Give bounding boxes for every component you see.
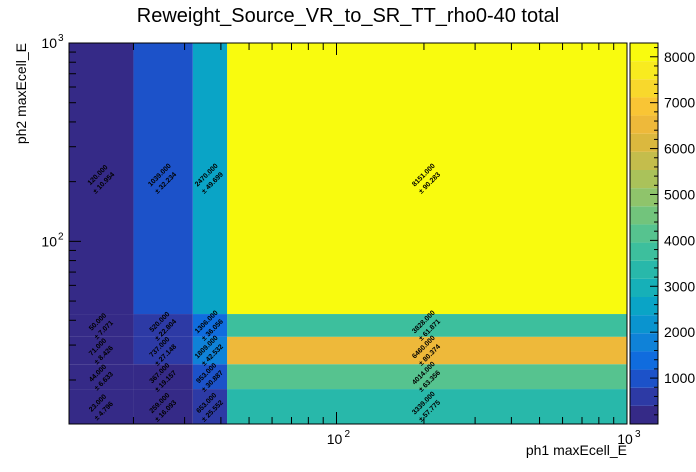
- colorbar-segment: [630, 351, 658, 370]
- x-tick-exponent: 2: [344, 429, 350, 440]
- plot-frame: [68, 42, 628, 425]
- heatmap-cell: [192, 364, 228, 390]
- colorbar-segment: [630, 151, 658, 170]
- heatmap-cell: [69, 364, 134, 390]
- colorbar-tick-label: 8000: [664, 49, 695, 65]
- y-tick-label: 10: [41, 35, 57, 51]
- x-tick-label: 10: [617, 431, 633, 447]
- colorbar-tick-label: 1000: [664, 370, 695, 386]
- heatmap-cell: [227, 43, 628, 315]
- x-tick-exponent: 3: [635, 429, 641, 440]
- colorbar-segment: [630, 405, 658, 424]
- heatmap-cell: [133, 389, 193, 424]
- heatmap-cell: [69, 389, 134, 424]
- colorbar-segment: [630, 115, 658, 134]
- colorbar-segment: [630, 260, 658, 279]
- colorbar-segment: [630, 278, 658, 297]
- heatmap-cell: [133, 314, 193, 337]
- heatmap-cell: [227, 314, 628, 337]
- colorbar-segment: [630, 133, 658, 152]
- chart-title: Reweight_Source_VR_to_SR_TT_rho0-40 tota…: [137, 5, 559, 27]
- colorbar-segment: [630, 61, 658, 80]
- heatmap-cell: [192, 314, 228, 337]
- heatmap-cell: [133, 336, 193, 365]
- heatmap-cell: [69, 314, 134, 337]
- heatmap-cell: [133, 364, 193, 390]
- heatmap-cell: [227, 336, 628, 365]
- heatmap-cell: [227, 389, 628, 424]
- y-axis-label: ph2 maxEcell_E: [13, 43, 29, 144]
- colorbar-segment: [630, 79, 658, 98]
- x-tick-label: 10: [327, 431, 343, 447]
- colorbar-segment: [630, 170, 658, 189]
- colorbar-segment: [630, 43, 658, 62]
- heatmap-cell: [69, 43, 134, 315]
- y-tick-exponent: 3: [58, 33, 64, 44]
- heatmap-cell: [192, 43, 228, 315]
- colorbar-tick-label: 2000: [664, 324, 695, 340]
- colorbar-tick-label: 4000: [664, 232, 695, 248]
- colorbar-segment: [630, 206, 658, 225]
- colorbar-tick-label: 7000: [664, 95, 695, 111]
- colorbar-frame: [629, 42, 659, 425]
- colorbar-segment: [630, 97, 658, 116]
- colorbar-segment: [630, 242, 658, 261]
- y-tick-exponent: 2: [58, 231, 64, 242]
- x-axis-label: ph1 maxEcell_E: [526, 442, 627, 458]
- heatmap-cell: [227, 364, 628, 390]
- colorbar: 1000 2000 3000 4000 5000 6000 7000 8000: [629, 42, 695, 425]
- y-tick-label: 10: [41, 233, 57, 249]
- colorbar-segment: [630, 297, 658, 316]
- heatmap-cell: [69, 336, 134, 365]
- colorbar-segment: [630, 188, 658, 207]
- heatmap-cell: [133, 43, 193, 315]
- colorbar-segment: [630, 369, 658, 388]
- axes: 10 2 10 310 210 3: [41, 33, 641, 447]
- colorbar-segment: [630, 387, 658, 406]
- colorbar-tick-label: 5000: [664, 186, 695, 202]
- colorbar-segment: [630, 224, 658, 243]
- heatmap-cell: [192, 336, 228, 365]
- colorbar-tick-label: 6000: [664, 141, 695, 157]
- heatmap-cells: [69, 43, 628, 424]
- colorbar-tick-label: 3000: [664, 278, 695, 294]
- colorbar-segment: [630, 333, 658, 352]
- colorbar-segment: [630, 315, 658, 334]
